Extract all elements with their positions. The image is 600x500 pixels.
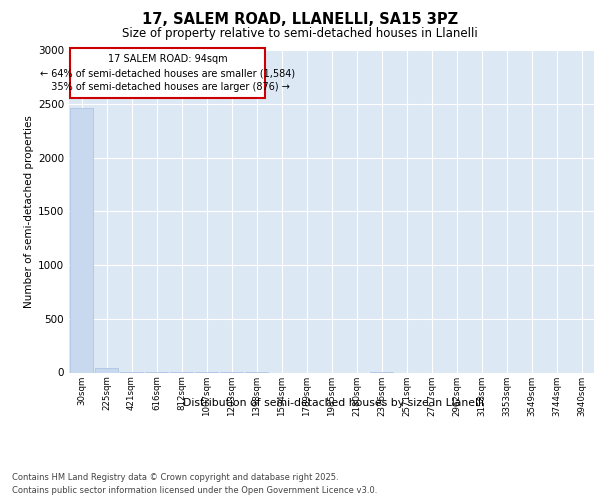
Text: 35% of semi-detached houses are larger (876) →: 35% of semi-detached houses are larger (… — [46, 82, 290, 92]
Text: 17 SALEM ROAD: 94sqm: 17 SALEM ROAD: 94sqm — [108, 54, 227, 64]
Text: Distribution of semi-detached houses by size in Llanelli: Distribution of semi-detached houses by … — [182, 398, 484, 407]
FancyBboxPatch shape — [70, 48, 265, 98]
Text: Contains HM Land Registry data © Crown copyright and database right 2025.: Contains HM Land Registry data © Crown c… — [12, 472, 338, 482]
Bar — [70, 108, 93, 372]
Text: Size of property relative to semi-detached houses in Llanelli: Size of property relative to semi-detach… — [122, 28, 478, 40]
Bar — [95, 368, 118, 372]
Text: 17, SALEM ROAD, LLANELLI, SA15 3PZ: 17, SALEM ROAD, LLANELLI, SA15 3PZ — [142, 12, 458, 28]
Y-axis label: Number of semi-detached properties: Number of semi-detached properties — [24, 115, 34, 308]
Text: ← 64% of semi-detached houses are smaller (1,584): ← 64% of semi-detached houses are smalle… — [40, 68, 295, 78]
Text: Contains public sector information licensed under the Open Government Licence v3: Contains public sector information licen… — [12, 486, 377, 495]
